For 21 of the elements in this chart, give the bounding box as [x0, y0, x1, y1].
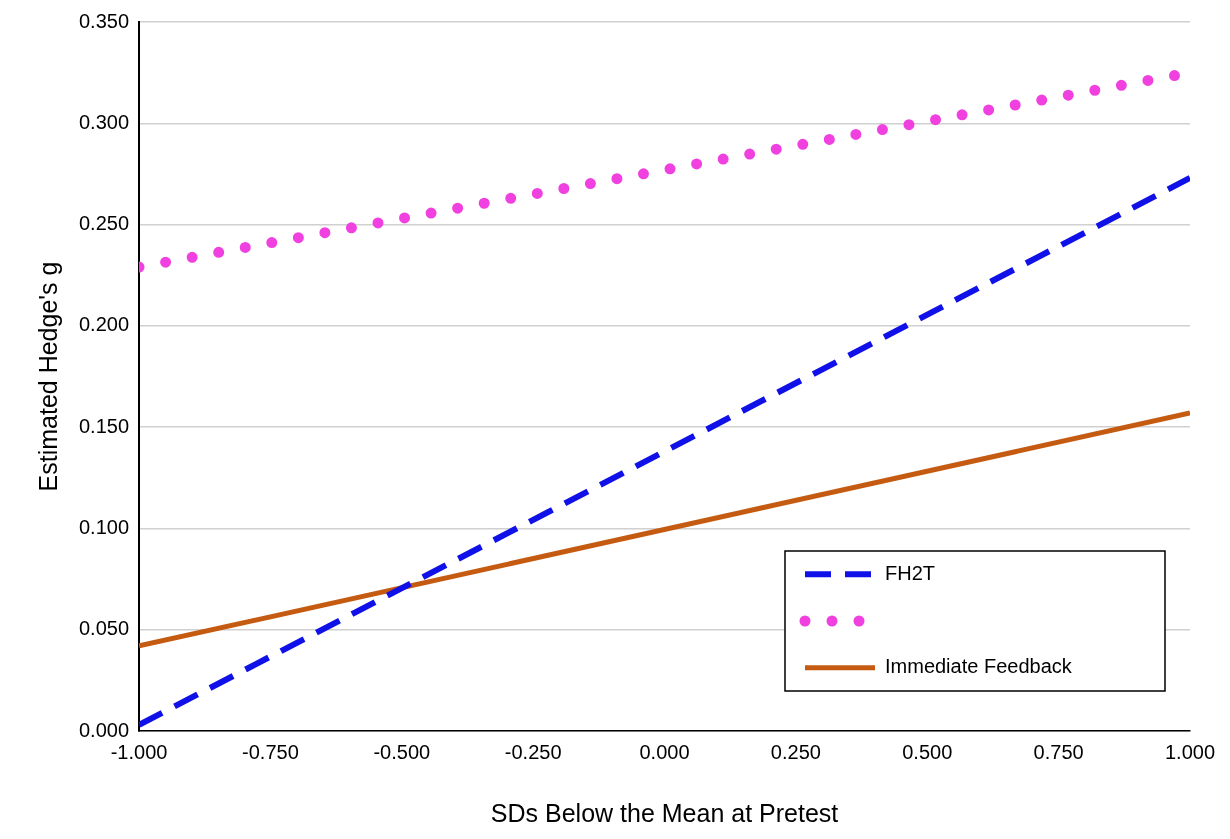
- y-tick-label: 0.300: [78, 110, 130, 133]
- y-tick-label: 0.350: [78, 9, 130, 32]
- x-tick-label: 0.750: [1033, 740, 1084, 763]
- x-tick-label: -0.250: [504, 740, 562, 763]
- y-tick-label: 0.250: [78, 212, 130, 235]
- x-tick-label: 0.250: [770, 740, 821, 763]
- y-axis-title: Estimated Hedge's g: [33, 261, 62, 492]
- legend-label: FH2T: [885, 561, 935, 584]
- x-tick-label: 0.000: [639, 740, 690, 763]
- x-tick-label: -1.000: [110, 740, 168, 763]
- x-tick-label: 0.500: [902, 740, 953, 763]
- x-tick-label: -0.500: [373, 740, 431, 763]
- legend-label: Immediate Feedback: [885, 655, 1073, 678]
- x-tick-label: 1.000: [1164, 740, 1216, 763]
- x-axis-title: SDs Below the Mean at Pretest: [490, 798, 839, 827]
- y-tick-label: 0.200: [78, 313, 130, 336]
- y-tick-label: 0.100: [78, 515, 130, 538]
- x-tick-label: -0.750: [242, 740, 299, 763]
- y-tick-label: 0.150: [78, 414, 130, 437]
- y-tick-label: 0.050: [78, 617, 130, 640]
- y-tick-label: 0.000: [78, 718, 130, 741]
